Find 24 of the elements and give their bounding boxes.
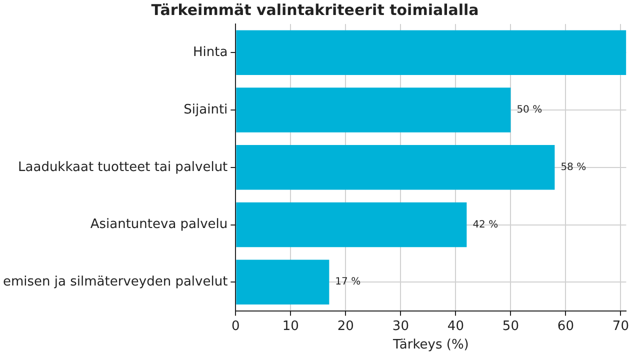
x-tick-label: 70 — [612, 318, 629, 334]
bar — [236, 202, 467, 248]
data-label: 58 % — [560, 162, 586, 173]
x-axis-title: Tärkeys (%) — [392, 338, 469, 353]
y-tick-label: Hinta — [192, 45, 228, 60]
data-label: 42 % — [472, 219, 498, 230]
chart-title: Tärkeimmät valintakriteerit toimialalla — [151, 0, 479, 19]
y-tick-label: Asiantunteva palvelu — [90, 217, 228, 232]
y-tick-label: emisen ja silmäterveyden palvelut — [2, 274, 228, 290]
x-tick-label: 60 — [557, 318, 574, 334]
x-tick-label: 20 — [337, 318, 354, 334]
bar — [236, 260, 330, 304]
x-tick-label: 40 — [447, 318, 464, 334]
x-tick-label: 10 — [282, 318, 299, 334]
y-tick-label: Laadukkaat tuotteet tai palvelut — [18, 160, 228, 175]
bar — [236, 88, 511, 132]
data-label: 17 % — [335, 276, 361, 288]
bar — [236, 30, 626, 76]
data-label: 50 % — [516, 104, 542, 116]
bar — [236, 145, 555, 190]
x-tick-label: 30 — [392, 318, 409, 334]
x-tick-label: 0 — [232, 318, 240, 334]
x-tick-label: 50 — [502, 318, 519, 334]
y-tick-label: Sijainti — [184, 102, 228, 118]
